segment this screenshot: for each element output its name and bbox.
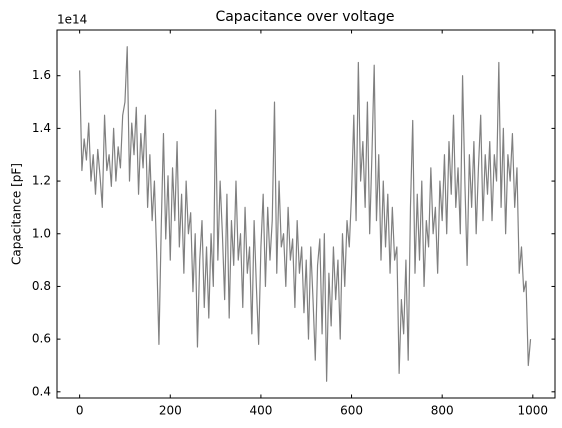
x-tick-label: 200 [159,404,182,418]
y-tick-label: 0.8 [32,279,51,293]
x-tick-label: 400 [249,404,272,418]
x-tick-label: 600 [340,404,363,418]
chart-title: Capacitance over voltage [215,9,394,25]
y-tick-label: 0.6 [32,332,51,346]
y-tick-label: 1.6 [32,68,51,82]
y-offset-label: 1e14 [57,13,87,27]
x-tick-label: 1000 [518,404,549,418]
y-axis-label: Capacitance [pF] [10,163,24,265]
y-tick-label: 1.0 [32,226,51,240]
y-tick-label: 0.4 [32,384,51,398]
y-tick-label: 1.4 [32,121,51,135]
plot-frame [56,29,556,399]
x-tick-label: 800 [431,404,454,418]
x-tick-label: 0 [76,404,84,418]
data-line [79,46,532,382]
y-tick-label: 1.2 [32,174,51,188]
